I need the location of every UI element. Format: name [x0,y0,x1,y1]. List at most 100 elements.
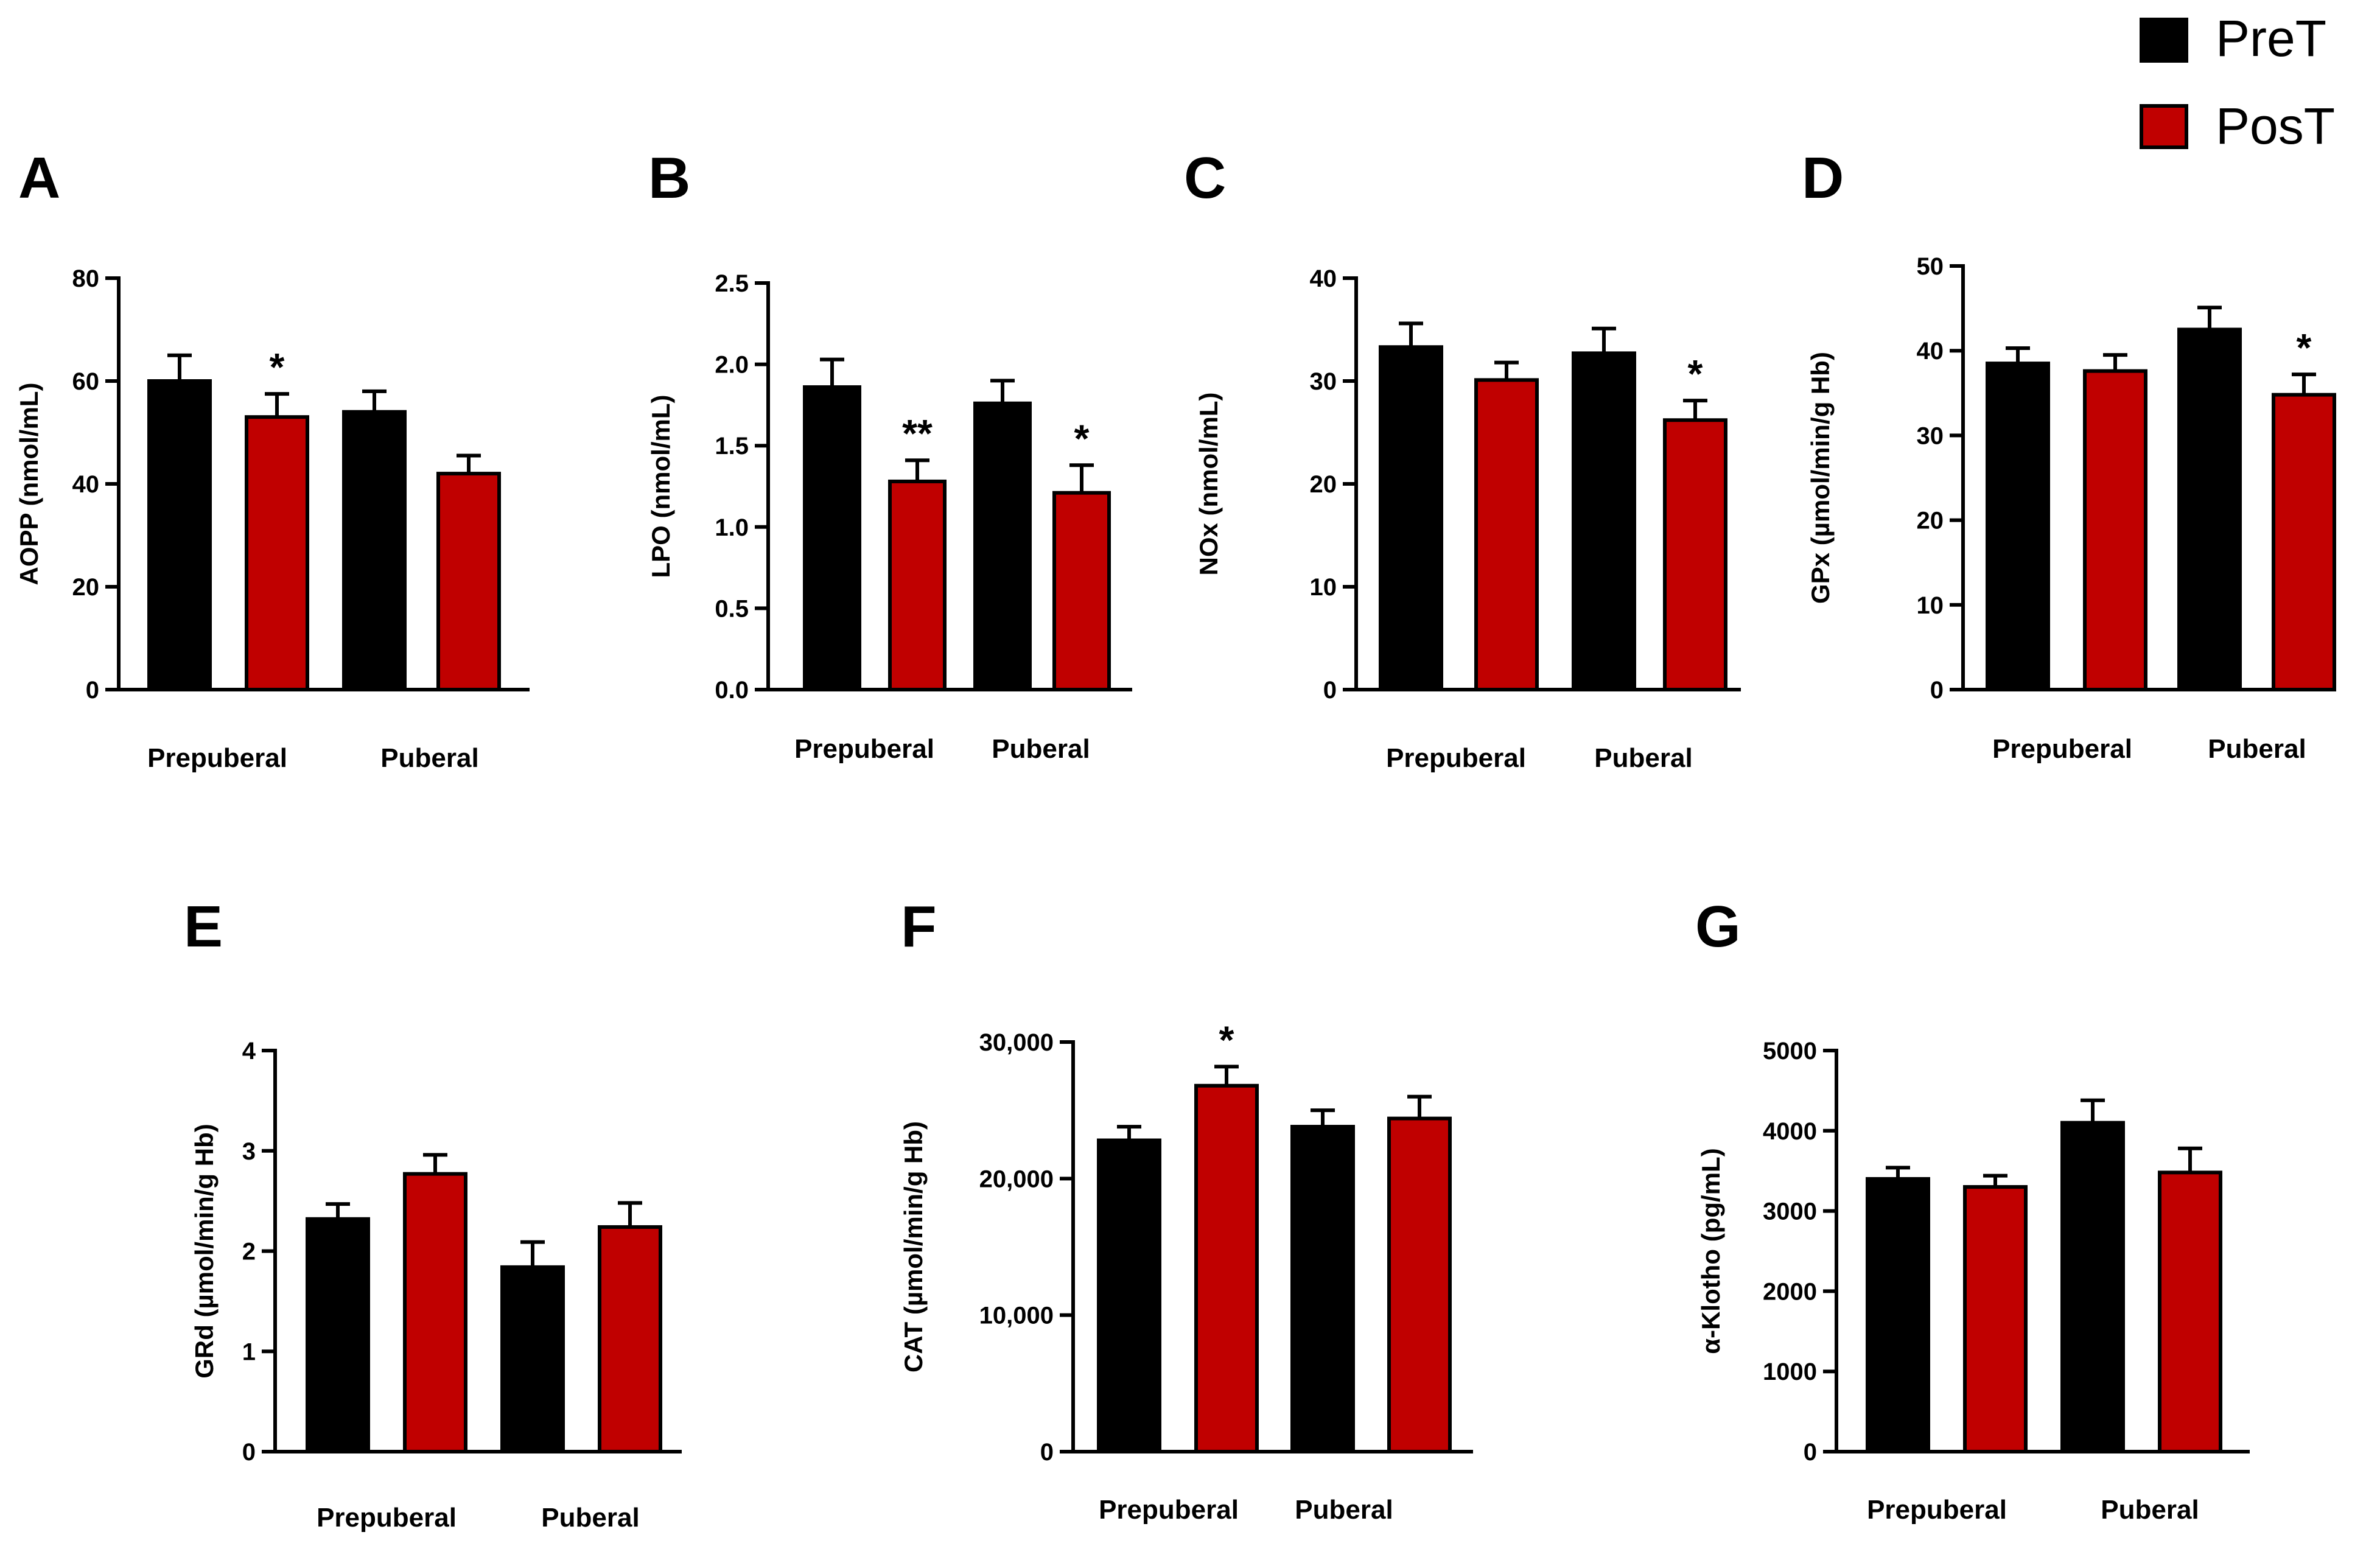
y-tick-label-b: 1.0 [715,514,749,541]
panel-f: F 0 10,000 20,000 30,000 CAT (µmol/min/g Hb) *… [899,894,1473,1525]
bar-g-post-puberal [2158,1170,2222,1454]
significance-mark-b-prepuberal: ** [902,411,933,455]
legend-label-post: PosT [2216,97,2335,155]
y-tick-label-a: 0 [86,677,99,704]
y-tick-label-c: 10 [1310,574,1337,601]
bar-a-post-puberal [436,472,501,691]
category-label-f-puberal: Puberal [1295,1495,1393,1525]
bar-g-pret-prepuberal [1866,1177,1930,1453]
y-axis-label-f: CAT (µmol/min/g Hb) [899,1121,928,1373]
panel-letter-d: D [1802,145,1844,211]
bar-e-post-prepuberal [403,1172,467,1453]
category-label-d-prepuberal: Prepuberal [1992,734,2132,764]
y-tick-label-d: 10 [1917,592,1944,619]
significance-mark-f-prepuberal: * [1219,1018,1234,1062]
panel-b: B 0.0 0.5 1.0 1.5 2.0 2.5 LPO (nmol/mL) ** Prepub… [646,145,1132,764]
y-tick-label-g: 5000 [1763,1038,1817,1065]
bar-f-pret-prepuberal [1097,1138,1161,1454]
bar-e-post-puberal [598,1225,662,1453]
significance-mark-c-puberal: * [1688,352,1703,396]
bar-g-post-prepuberal [1963,1185,2028,1454]
y-tick-label-b: 1.5 [715,433,749,460]
category-label-a-puberal: Puberal [380,743,478,773]
y-tick-label-e: 0 [242,1439,256,1466]
bar-b-pret-prepuberal [803,385,861,691]
y-tick-label-b: 0.5 [715,595,749,622]
y-tick-label-e: 2 [242,1239,256,1265]
y-tick-label-d: 30 [1917,422,1944,449]
category-label-g-prepuberal: Prepuberal [1867,1495,2007,1525]
category-label-d-puberal: Puberal [2208,734,2306,764]
category-label-g-puberal: Puberal [2101,1495,2199,1525]
bar-b-post-puberal [1052,491,1111,691]
y-tick-label-a: 60 [72,368,100,395]
panel-letter-c: C [1184,145,1226,211]
y-tick-label-e: 4 [242,1038,256,1065]
bar-d-pret-puberal [2177,327,2242,691]
y-tick-label-g: 3000 [1763,1198,1817,1225]
panel-a: A 0 20 40 60 80 AOPP (nmol/mL) * Prepuberal Puber… [15,145,530,773]
bar-d-post-prepuberal [2083,369,2147,691]
bar-e-pret-puberal [500,1265,565,1454]
panel-d: D 0 10 20 30 40 50 GPx (µmol/min/g Hb) Prepubera… [1802,145,2336,764]
significance-mark-d-puberal: * [2297,326,2312,369]
y-axis-label-e: GRd (µmol/min/g Hb) [190,1124,219,1378]
y-tick-label-g: 1000 [1763,1359,1817,1385]
y-tick-label-a: 20 [72,574,100,601]
y-tick-label-f: 10,000 [979,1303,1054,1329]
bar-a-post-prepuberal [245,415,309,692]
y-tick-label-d: 50 [1917,253,1944,280]
y-tick-label-f: 30,000 [979,1029,1054,1056]
category-label-b-prepuberal: Prepuberal [794,734,934,764]
y-tick-label-g: 0 [1804,1439,1817,1466]
y-axis-label-b: LPO (nmol/mL) [646,395,675,578]
panel-g: G 0 1000 2000 3000 4000 5000 α-Klotho (pg/mL) Pr… [1695,894,2250,1525]
y-tick-label-b: 0.0 [715,677,749,704]
y-tick-label-d: 20 [1917,508,1944,534]
category-label-c-puberal: Puberal [1594,743,1692,773]
bar-g-pret-puberal [2060,1121,2125,1453]
y-tick-label-c: 0 [1323,677,1337,704]
bar-a-pret-puberal [342,410,407,691]
category-label-a-prepuberal: Prepuberal [147,743,287,773]
legend-swatch-pret [2140,18,2188,63]
bar-e-pret-prepuberal [306,1217,370,1454]
y-tick-label-a: 40 [72,471,100,498]
y-tick-label-c: 40 [1310,265,1337,292]
bar-c-pret-puberal [1572,351,1636,691]
panel-letter-g: G [1695,894,1741,959]
bar-c-post-prepuberal [1474,378,1539,691]
y-axis-label-a: AOPP (nmol/mL) [15,383,43,586]
panel-c: C 0 10 20 30 40 NOx (nmol/mL) Prepuberal * Pubera… [1184,145,1741,773]
y-tick-label-b: 2.0 [715,352,749,379]
bar-f-pret-puberal [1290,1125,1355,1453]
y-tick-label-g: 2000 [1763,1278,1817,1305]
y-tick-label-g: 4000 [1763,1118,1817,1145]
category-label-c-prepuberal: Prepuberal [1386,743,1526,773]
significance-mark-b-puberal: * [1074,416,1090,460]
panel-letter-f: F [901,894,937,959]
y-axis-label-g: α-Klotho (pg/mL) [1696,1148,1725,1354]
panel-e: E 0 1 2 3 4 GRd (µmol/min/g Hb) Prepuberal Puber… [184,894,682,1533]
y-tick-label-f: 20,000 [979,1166,1054,1192]
bar-a-pret-prepuberal [147,379,212,691]
panel-letter-b: B [648,145,690,211]
category-label-b-puberal: Puberal [992,734,1090,764]
y-tick-label-c: 30 [1310,368,1337,395]
bar-f-post-puberal [1387,1116,1452,1454]
y-tick-label-b: 2.5 [715,270,749,297]
bar-d-post-puberal [2272,393,2336,691]
bar-c-post-puberal [1663,418,1727,691]
category-label-e-puberal: Puberal [541,1503,639,1533]
legend-label-pret: PreT [2216,10,2326,67]
category-label-f-prepuberal: Prepuberal [1099,1495,1239,1525]
y-tick-label-e: 3 [242,1138,256,1165]
y-tick-label-d: 0 [1930,677,1944,704]
panel-letter-e: E [184,894,223,959]
legend-swatch-post [2140,104,2188,149]
panel-letter-a: A [18,145,60,211]
y-tick-label-a: 80 [72,265,100,292]
category-label-e-prepuberal: Prepuberal [317,1503,457,1533]
